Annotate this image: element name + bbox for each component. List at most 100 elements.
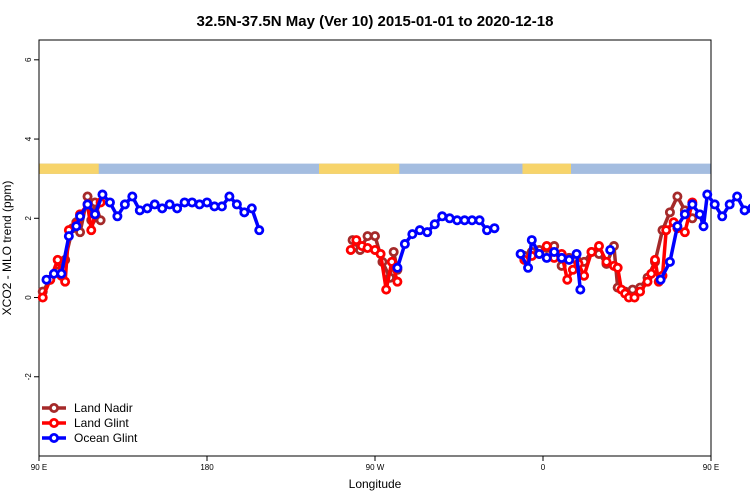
x-tick-label: 0 [541, 463, 546, 472]
data-point [351, 235, 362, 246]
data-point [41, 274, 52, 285]
data-point [571, 248, 582, 259]
data-point [586, 246, 597, 257]
chart-title: 32.5N-37.5N May (Ver 10) 2015-01-01 to 2… [197, 13, 554, 30]
data-point [224, 191, 235, 202]
data-point [702, 189, 713, 200]
legend-marker [49, 402, 60, 413]
data-point [345, 244, 356, 255]
data-point [142, 203, 153, 214]
land-band [522, 163, 571, 174]
data-point [629, 292, 640, 303]
y-tick-label: 2 [24, 216, 33, 221]
data-point [594, 241, 605, 252]
data-point [216, 201, 227, 212]
x-tick-label: 90 E [703, 463, 719, 472]
data-point [63, 231, 74, 242]
data-point [399, 239, 410, 250]
land-band [39, 163, 99, 174]
legend-label: Ocean Glint [74, 431, 138, 445]
data-point [724, 199, 735, 210]
legend-marker [49, 432, 60, 443]
data-point [71, 221, 82, 232]
data-point [664, 207, 675, 218]
legend-marker [49, 417, 60, 428]
data-point [388, 246, 399, 257]
data-point [664, 256, 675, 267]
data-point [97, 189, 108, 200]
data-point [75, 211, 86, 222]
x-tick-label: 90 E [31, 463, 47, 472]
data-point [612, 262, 623, 273]
data-point [422, 227, 433, 238]
series-layer [37, 189, 750, 303]
data-point [52, 254, 63, 265]
land-band [319, 163, 400, 174]
data-point [541, 252, 552, 263]
data-point [655, 274, 666, 285]
data-point [698, 221, 709, 232]
data-point [564, 254, 575, 265]
data-point [661, 225, 672, 236]
y-tick-label: 4 [24, 136, 33, 141]
data-point [709, 199, 720, 210]
data-point [95, 215, 106, 226]
x-tick-label: 90 W [366, 463, 385, 472]
data-point [562, 274, 573, 285]
legend-label: Land Nadir [74, 401, 133, 415]
data-point [429, 219, 440, 230]
data-point [127, 191, 138, 202]
data-point [157, 203, 168, 214]
legend-label: Land Glint [74, 416, 129, 430]
data-point [579, 270, 590, 281]
data-point [104, 197, 115, 208]
y-tick-label: 6 [24, 57, 33, 62]
data-point [650, 254, 661, 265]
data-point [82, 191, 93, 202]
data-point [149, 199, 160, 210]
data-point [601, 256, 612, 267]
data-point [549, 246, 560, 257]
data-point [679, 209, 690, 220]
data-point [231, 199, 242, 210]
data-point [687, 199, 698, 210]
data-point [489, 223, 500, 234]
data-point [172, 203, 183, 214]
data-point [474, 215, 485, 226]
data-point [381, 284, 392, 295]
data-point [60, 276, 71, 287]
data-point [239, 207, 250, 218]
data-point [732, 191, 743, 202]
data-point [672, 191, 683, 202]
data-point [369, 231, 380, 242]
data-point [679, 227, 690, 238]
data-point [534, 248, 545, 259]
data-point [90, 209, 101, 220]
data-point [375, 248, 386, 259]
x-tick-label: 180 [200, 463, 214, 472]
data-point [386, 256, 397, 267]
data-point [672, 221, 683, 232]
data-point [541, 241, 552, 252]
data-point [37, 292, 48, 303]
data-point [717, 211, 728, 222]
data-point [56, 268, 67, 279]
y-axis-label: XCO2 - MLO trend (ppm) [0, 181, 14, 316]
data-point [575, 284, 586, 295]
data-point [254, 225, 265, 236]
data-point [112, 211, 123, 222]
series-ocean-glint [41, 189, 750, 295]
data-point [694, 209, 705, 220]
data-point [392, 276, 403, 287]
data-point [82, 199, 93, 210]
y-tick-label: 0 [24, 295, 33, 300]
data-point [86, 225, 97, 236]
data-point [567, 264, 578, 275]
land-ocean-mask [39, 163, 711, 174]
y-tick-label: -2 [24, 373, 33, 381]
data-point [246, 203, 257, 214]
data-point [392, 262, 403, 273]
data-point [605, 244, 616, 255]
